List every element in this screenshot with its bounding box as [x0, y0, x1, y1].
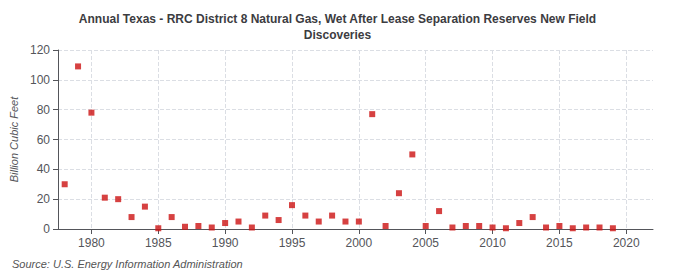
svg-text:Source: U.S. Energy Informatio: Source: U.S. Energy Information Administ… [12, 258, 243, 270]
svg-text:2005: 2005 [412, 236, 439, 250]
svg-text:Discoveries: Discoveries [304, 28, 372, 42]
svg-text:2010: 2010 [479, 236, 506, 250]
svg-text:1990: 1990 [212, 236, 239, 250]
svg-text:100: 100 [30, 73, 50, 87]
svg-text:2000: 2000 [345, 236, 372, 250]
svg-text:80: 80 [37, 103, 51, 117]
svg-text:40: 40 [37, 162, 51, 176]
svg-text:120: 120 [30, 43, 50, 57]
svg-text:1985: 1985 [145, 236, 172, 250]
svg-text:1995: 1995 [279, 236, 306, 250]
svg-text:20: 20 [37, 192, 51, 206]
svg-text:0: 0 [43, 222, 50, 236]
svg-text:Annual Texas - RRC District 8: Annual Texas - RRC District 8 Natural Ga… [79, 12, 596, 26]
svg-text:60: 60 [37, 133, 51, 147]
svg-text:2020: 2020 [613, 236, 640, 250]
svg-text:Billion Cubic Feet: Billion Cubic Feet [8, 96, 20, 183]
svg-text:2015: 2015 [546, 236, 573, 250]
svg-text:1980: 1980 [78, 236, 105, 250]
